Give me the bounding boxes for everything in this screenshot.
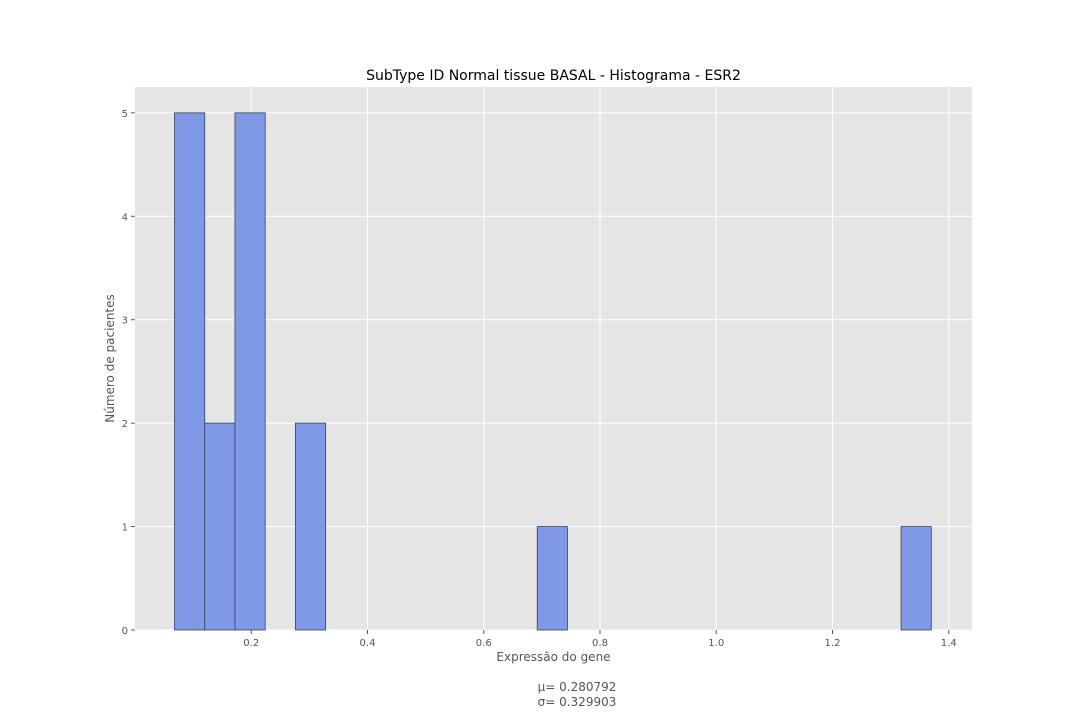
x-axis-label: Expressão do gene — [496, 650, 610, 664]
histogram-bar — [295, 422, 327, 631]
x-tick-label: 1.4 — [941, 638, 957, 649]
x-tick-label: 0.6 — [476, 638, 492, 649]
x-tick-label: 1.0 — [708, 638, 724, 649]
y-tick-label: 5 — [122, 109, 128, 120]
grid-lines — [135, 87, 972, 631]
axis-ticks: 0.2 0.4 0.6 0.8 1.0 1.2 1.4 0 1 2 3 4 5 — [122, 109, 957, 649]
histogram-bar — [900, 526, 932, 631]
y-tick-label: 4 — [122, 212, 128, 223]
x-tick-label: 1.2 — [825, 638, 841, 649]
y-tick-label: 0 — [122, 626, 128, 637]
x-tick-label: 0.4 — [360, 638, 376, 649]
chart-title: SubType ID Normal tissue BASAL - Histogr… — [366, 68, 741, 84]
histogram-bars — [174, 112, 932, 631]
histogram-bar — [234, 112, 266, 631]
x-tick-label: 0.2 — [243, 638, 259, 649]
y-tick-label: 2 — [122, 419, 128, 430]
y-tick-label: 3 — [122, 316, 128, 327]
mean-stat: μ= 0.280792 — [538, 680, 617, 694]
histogram-bar — [174, 112, 206, 631]
y-tick-label: 1 — [122, 523, 128, 534]
histogram-bar — [204, 422, 236, 631]
y-axis-label: Número de pacientes — [103, 294, 117, 423]
x-tick-label: 0.8 — [592, 638, 608, 649]
std-stat: σ= 0.329903 — [538, 695, 617, 709]
histogram-bar — [536, 526, 568, 631]
